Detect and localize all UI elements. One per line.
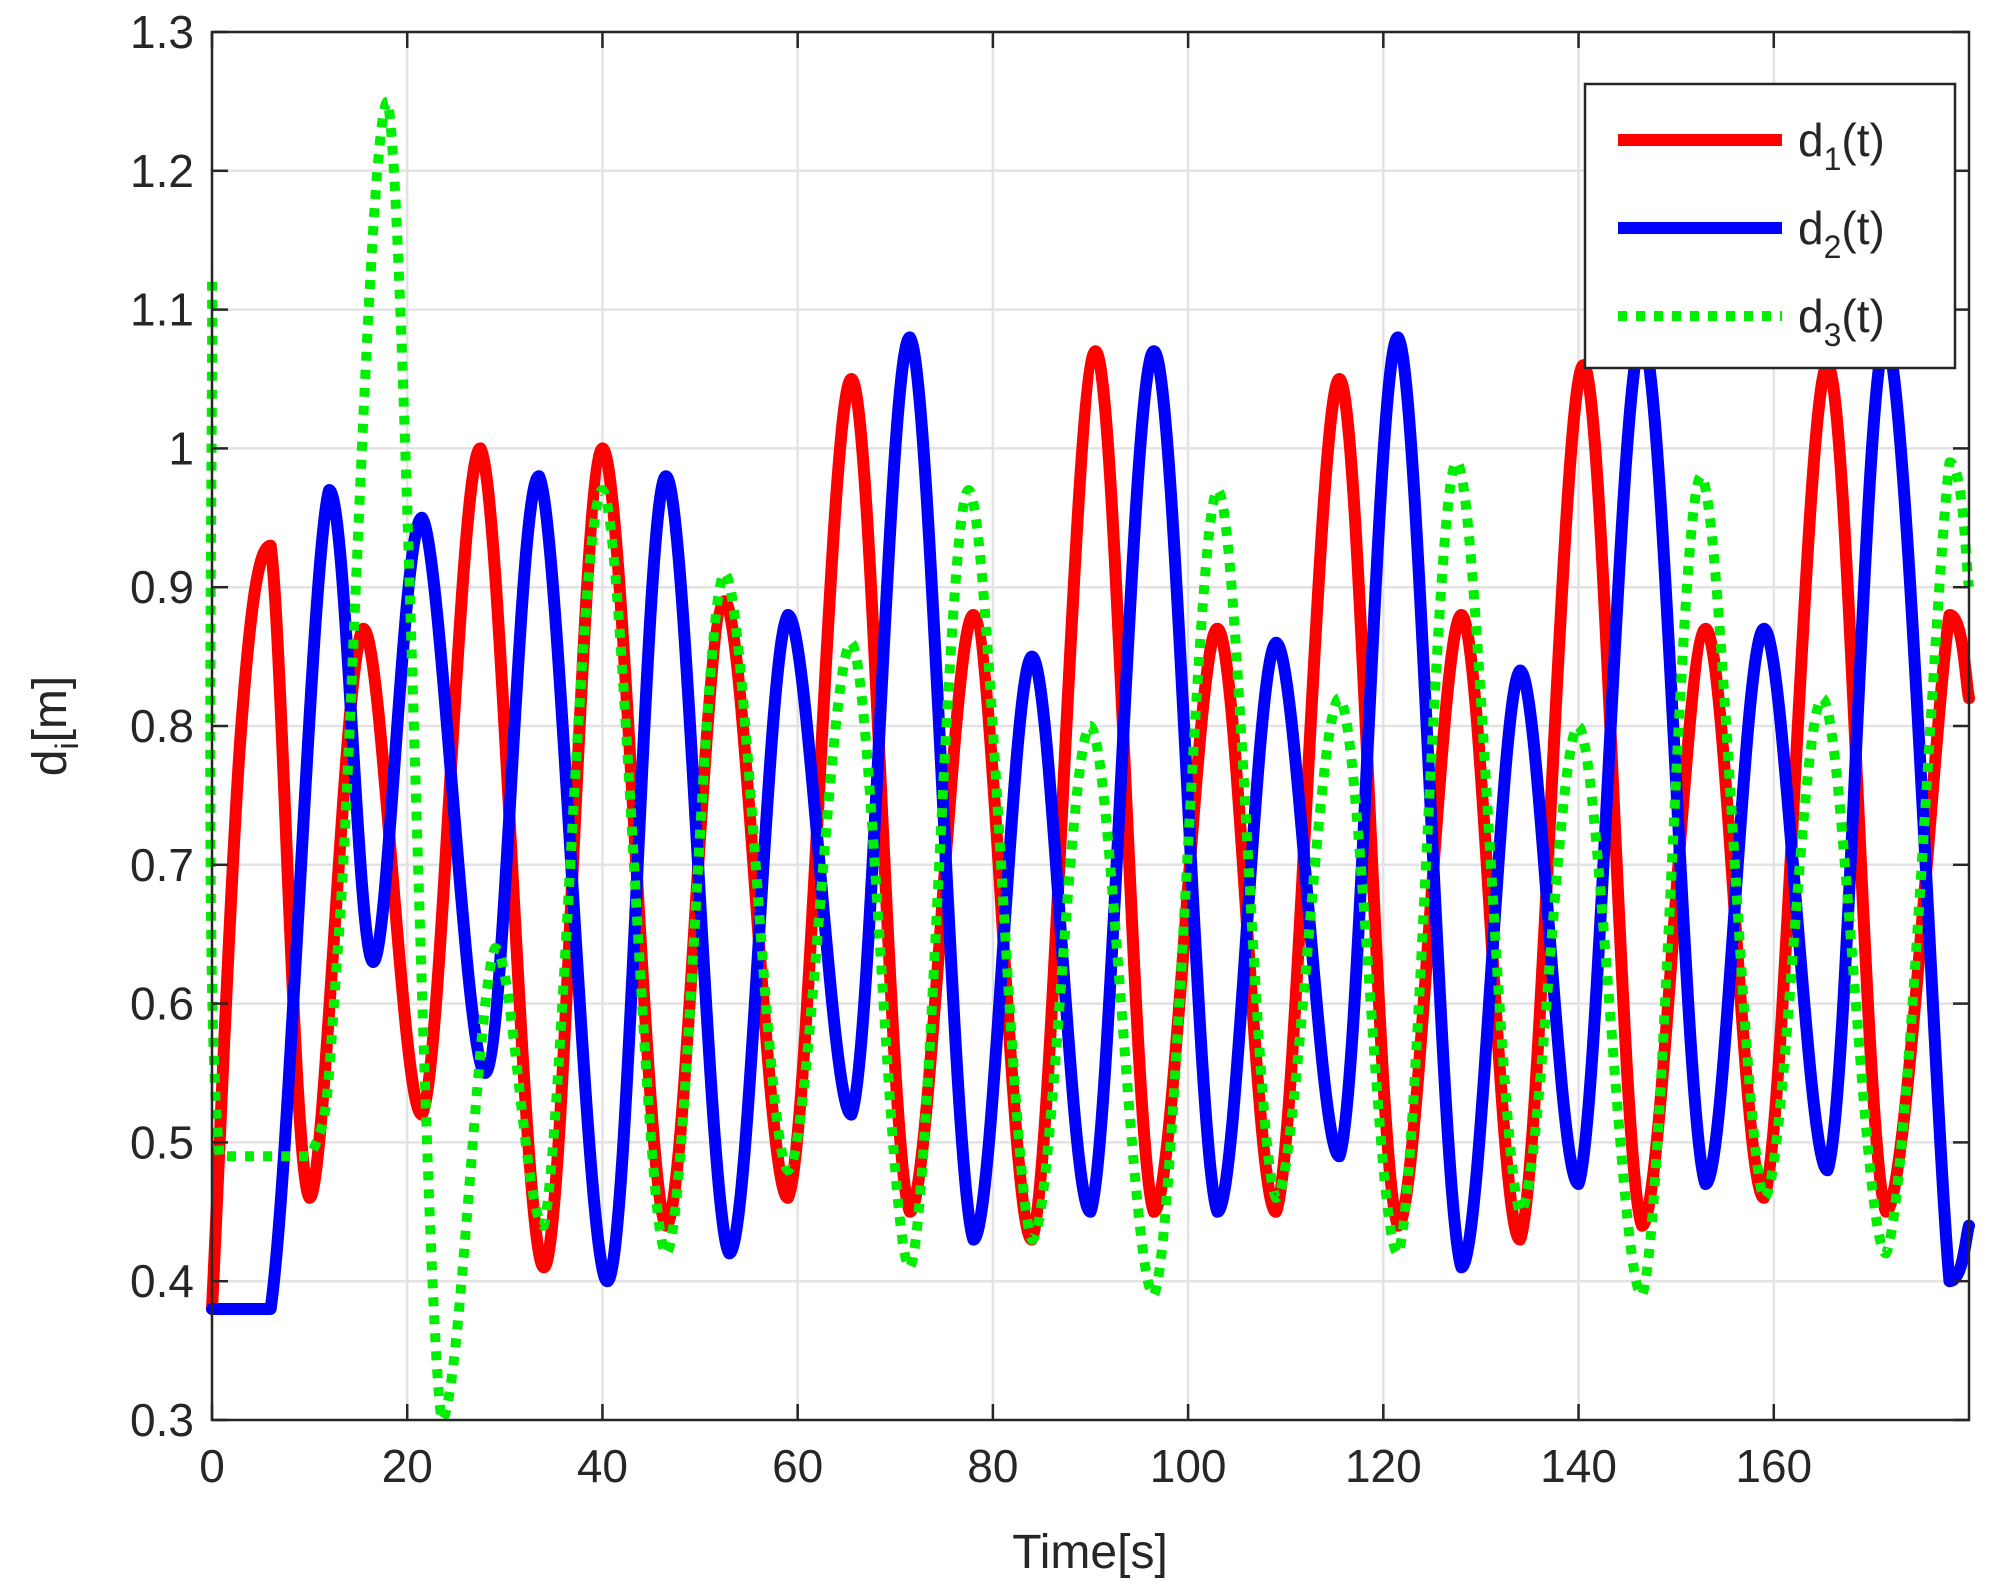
legend-label-suffix: (t) [1841, 202, 1884, 254]
legend-label-sub: 1 [1824, 141, 1842, 177]
x-tick-label: 80 [967, 1440, 1018, 1492]
y-tick-label: 1.3 [130, 6, 194, 58]
x-axis-title: Time[s] [1012, 1526, 1168, 1579]
legend-label-1: d1(t) [1798, 114, 1885, 177]
series-line-3 [205, 96, 1974, 1425]
legend-label-base: d [1798, 114, 1824, 166]
legend-label-3: d3(t) [1798, 290, 1885, 353]
y-axis-title-base: d [24, 750, 77, 777]
legend-label-sub: 3 [1824, 317, 1842, 353]
y-tick-label: 0.9 [130, 561, 194, 613]
legend-label-2: d2(t) [1798, 202, 1885, 265]
legend-label-sub: 2 [1824, 229, 1842, 265]
x-tick-label: 140 [1540, 1440, 1617, 1492]
y-tick-label: 0.8 [130, 700, 194, 752]
ticks [210, 30, 1969, 1422]
legend: d1(t)d2(t)d3(t) [1583, 82, 1957, 370]
x-tick-label: 40 [577, 1440, 628, 1492]
legend-entries: d1(t)d2(t)d3(t) [1618, 114, 1885, 353]
x-tick-label: 160 [1735, 1440, 1812, 1492]
x-tick-label: 20 [382, 1440, 433, 1492]
legend-label-suffix: (t) [1841, 114, 1884, 166]
y-axis-title-suffix: [m] [24, 676, 77, 743]
x-tick-label: 60 [772, 1440, 823, 1492]
x-tick-label: 100 [1150, 1440, 1227, 1492]
y-tick-label: 0.3 [130, 1394, 194, 1446]
y-tick-label: 0.4 [130, 1255, 194, 1307]
series-layer [205, 96, 1975, 1425]
y-tick-label: 0.7 [130, 839, 194, 891]
series-line-2 [206, 331, 1975, 1315]
legend-label-base: d [1798, 290, 1824, 342]
x-tick-label: 120 [1345, 1440, 1422, 1492]
y-axis-title-sub: i [49, 742, 85, 749]
y-tick-label: 1 [168, 422, 194, 474]
y-tick-label: 0.6 [130, 978, 194, 1030]
y-tick-label: 0.5 [130, 1116, 194, 1168]
axis-labels: 0 20 40 60 80 100 120 140 160 0.3 0.4 0.5 0.6 0.7 0.8 0… [130, 6, 1812, 1492]
y-axis-title: di[m] [24, 676, 85, 776]
legend-label-suffix: (t) [1841, 290, 1884, 342]
legend-label-base: d [1798, 202, 1824, 254]
y-tick-label: 1.2 [130, 145, 194, 197]
x-tick-label: 0 [199, 1440, 225, 1492]
y-tick-label: 1.1 [130, 284, 194, 336]
